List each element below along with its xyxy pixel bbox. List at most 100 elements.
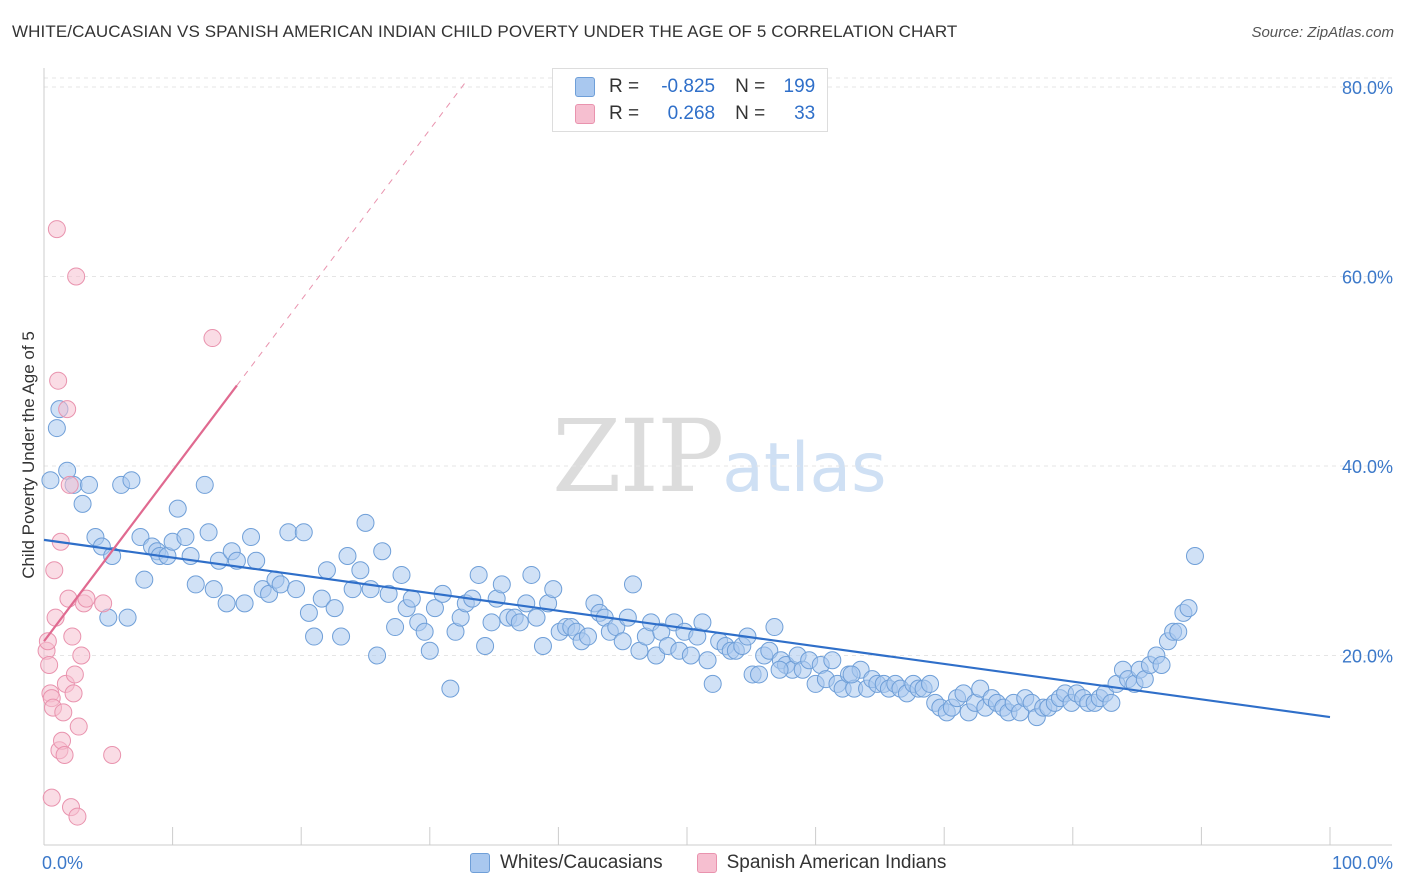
y-tick-label: 40.0%	[1342, 457, 1393, 477]
data-point-whites	[623, 575, 642, 594]
data-point-spanish	[58, 400, 77, 419]
stat-row-spanish: R = 0.268 N = 33	[575, 102, 815, 126]
data-point-whites	[118, 608, 137, 627]
data-point-whites	[527, 608, 546, 627]
data-point-whites	[294, 523, 313, 542]
data-point-whites	[199, 523, 218, 542]
data-point-spanish	[72, 646, 91, 665]
data-point-whites	[373, 542, 392, 561]
data-point-whites	[578, 627, 597, 646]
legend-label-whites: Whites/Caucasians	[500, 852, 663, 873]
stat-n-label: N =	[735, 76, 766, 97]
data-point-spanish	[54, 703, 73, 722]
data-point-whites	[186, 575, 205, 594]
x-tick-label: 100.0%	[1332, 853, 1393, 873]
data-point-whites	[522, 565, 541, 584]
data-point-whites	[338, 546, 357, 565]
watermark: ZIPatlas	[552, 398, 887, 515]
stat-r-label: R =	[609, 103, 640, 124]
data-point-whites	[482, 613, 501, 632]
data-point-whites	[356, 513, 375, 532]
data-point-whites	[325, 599, 344, 618]
stat-r-value: 0.268	[667, 103, 716, 124]
data-point-whites	[305, 627, 324, 646]
data-point-spanish	[77, 589, 96, 608]
data-point-whites	[492, 575, 511, 594]
legend-swatch-pink	[696, 853, 717, 873]
y-tick-label: 80.0%	[1342, 78, 1393, 98]
data-point-whites	[921, 674, 940, 693]
stat-n-value: 33	[794, 103, 816, 124]
y-tick-labels: 20.0% 40.0% 60.0% 80.0%	[1342, 78, 1393, 667]
correlation-stats-box: R = -0.825 N = 199 R = 0.268 N = 33	[552, 68, 828, 132]
data-point-whites	[271, 575, 290, 594]
data-point-whites	[415, 622, 434, 641]
data-point-whites	[247, 551, 266, 570]
data-point-whites	[1179, 599, 1198, 618]
trend-lines	[43, 81, 1331, 719]
data-point-spanish	[94, 594, 113, 613]
data-point-whites	[392, 565, 411, 584]
data-point-whites	[698, 651, 717, 670]
data-point-whites	[750, 665, 769, 684]
stat-swatch-pink	[575, 104, 595, 124]
data-point-whites	[332, 627, 351, 646]
stat-n-label: N =	[735, 103, 766, 124]
data-point-spanish	[68, 807, 87, 826]
watermark-atlas: atlas	[722, 429, 887, 508]
data-point-whites	[770, 660, 789, 679]
data-point-whites	[299, 603, 318, 622]
legend: Whites/Caucasians Spanish American India…	[470, 852, 980, 874]
data-point-spanish	[59, 589, 78, 608]
source-label: Source: ZipAtlas.com	[1251, 24, 1394, 41]
data-point-spanish	[47, 220, 66, 239]
axes	[43, 68, 1392, 846]
legend-item-spanish[interactable]: Spanish American Indians	[696, 852, 946, 874]
stat-row-whites: R = -0.825 N = 199	[575, 75, 815, 99]
data-point-whites	[80, 475, 99, 494]
data-point-spanish	[60, 475, 79, 494]
data-point-whites	[533, 637, 552, 656]
data-point-whites	[842, 665, 861, 684]
stat-n-value: 199	[783, 76, 816, 97]
data-point-whites	[765, 618, 784, 637]
data-point-spanish	[63, 627, 82, 646]
data-point-whites	[425, 599, 444, 618]
y-tick-label: 60.0%	[1342, 267, 1393, 287]
data-point-whites	[441, 679, 460, 698]
data-point-spanish	[203, 329, 222, 348]
data-point-whites	[287, 580, 306, 599]
data-point-whites	[343, 580, 362, 599]
legend-item-whites[interactable]: Whites/Caucasians	[470, 852, 663, 874]
data-point-whites	[469, 565, 488, 584]
data-point-whites	[41, 471, 60, 490]
trend-line-whites	[43, 538, 1331, 719]
series-whites-points	[41, 400, 1204, 727]
data-point-whites	[402, 589, 421, 608]
data-point-spanish	[49, 371, 68, 390]
chart-title: WHITE/CAUCASIAN VS SPANISH AMERICAN INDI…	[12, 22, 958, 41]
data-point-spanish	[38, 632, 57, 651]
data-point-spanish	[55, 745, 74, 764]
watermark-zip: ZIP	[552, 398, 724, 515]
data-point-whites	[613, 632, 632, 651]
trend-line-spanish	[43, 384, 238, 642]
data-point-whites	[176, 528, 195, 547]
data-point-whites	[317, 561, 336, 580]
data-point-spanish	[65, 665, 84, 684]
data-point-whites	[122, 471, 141, 490]
data-point-whites	[703, 674, 722, 693]
data-point-spanish	[45, 561, 64, 580]
data-point-spanish	[64, 684, 83, 703]
data-point-whites	[135, 570, 154, 589]
data-point-spanish	[103, 745, 122, 764]
data-point-whites	[517, 594, 536, 613]
data-point-whites	[618, 608, 637, 627]
stat-r-value: -0.825	[661, 76, 716, 97]
y-axis-label: Child Poverty Under the Age of 5	[19, 331, 38, 579]
legend-swatch-blue	[470, 853, 490, 873]
data-point-whites	[476, 637, 495, 656]
data-point-whites	[47, 419, 66, 438]
grid-lines	[44, 77, 1392, 656]
data-point-whites	[386, 618, 405, 637]
